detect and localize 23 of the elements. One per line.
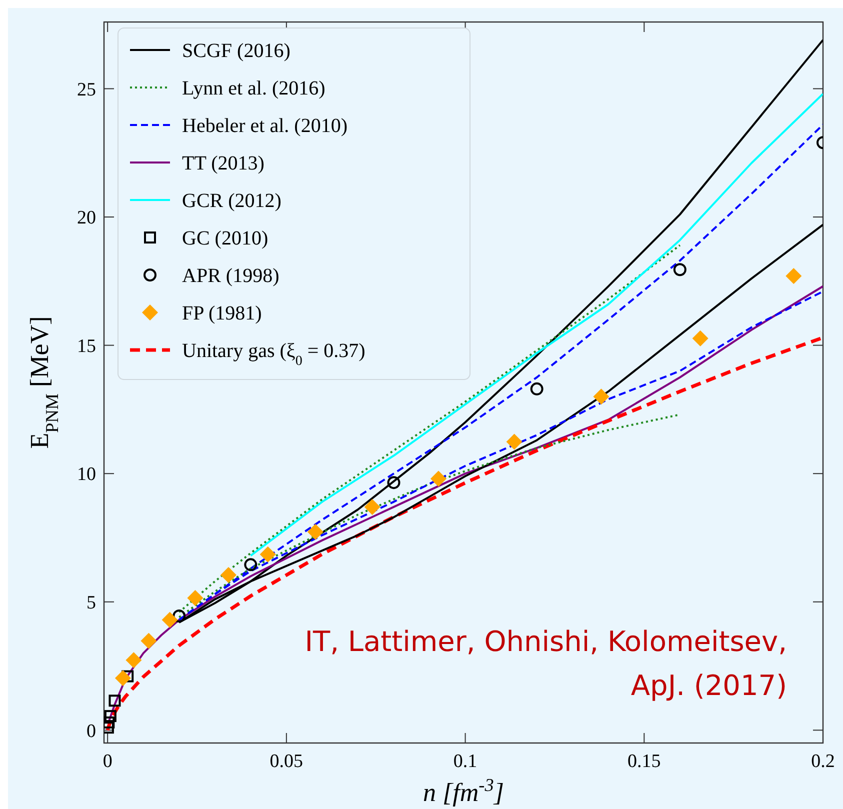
x-tick-label: 0.2 bbox=[811, 751, 835, 772]
legend-label: GCR (2012) bbox=[182, 190, 282, 212]
legend-label: Lynn et al. (2016) bbox=[182, 78, 326, 100]
x-tick-label: 0.05 bbox=[270, 751, 304, 772]
legend-label: TT (2013) bbox=[182, 152, 264, 174]
y-tick-label: 0 bbox=[86, 720, 96, 742]
y-tick-label: 10 bbox=[77, 464, 96, 486]
y-tick-label: 5 bbox=[86, 592, 96, 614]
y-tick-label: 15 bbox=[77, 336, 96, 357]
y-tick-label: 25 bbox=[77, 79, 96, 100]
legend-label: GC (2010) bbox=[182, 228, 268, 250]
x-tick-label: 0.15 bbox=[628, 751, 661, 772]
annotation: ApJ. (2017) bbox=[630, 669, 787, 702]
y-tick-label: 20 bbox=[77, 208, 96, 229]
annotation: IT, Lattimer, Ohnishi, Kolomeitsev, bbox=[304, 625, 787, 658]
x-axis-title: n [fm$^{-3}$] bbox=[423, 775, 504, 807]
x-tick-label: 0.1 bbox=[453, 751, 478, 772]
legend-label: SCGF (2016) bbox=[182, 40, 290, 62]
legend-label: Unitary gas (ξ$_{0}$ = 0.37) bbox=[182, 340, 366, 368]
legend-label: Hebeler et al. (2010) bbox=[182, 115, 348, 137]
x-tick-label: 0 bbox=[102, 751, 112, 772]
legend-label: FP (1981) bbox=[182, 302, 262, 324]
legend-label: APR (1998) bbox=[182, 265, 280, 287]
